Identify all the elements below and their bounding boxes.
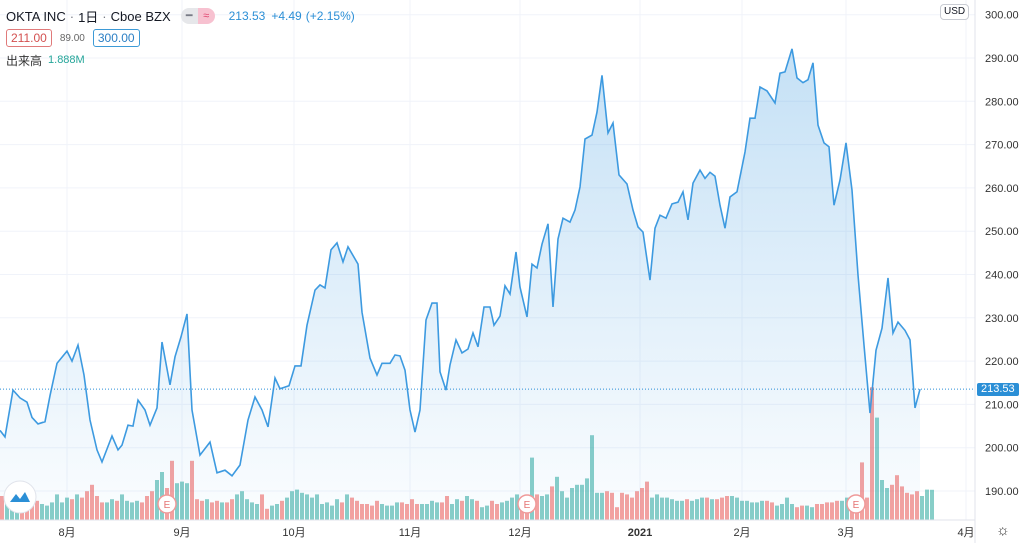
time-axis[interactable]: 8月 9月 10月 11月 12月 2021 2月 3月 4月 — [58, 527, 974, 539]
price-line — [0, 48, 921, 477]
time-tick-label: 9月 — [173, 527, 190, 539]
spread: 89.00 — [59, 32, 85, 44]
volume-bar — [930, 489, 934, 520]
price-tick-label: 190.00 — [985, 486, 1019, 498]
time-tick-label: 3月 — [837, 527, 854, 539]
exchange: Cboe BZX — [110, 8, 171, 24]
legend-toggle[interactable]: ━ ≈ — [180, 8, 215, 24]
earnings-marker[interactable]: E — [157, 494, 177, 514]
volume-bar — [925, 489, 929, 520]
interval[interactable]: 1日 — [78, 9, 99, 25]
price-tick-label: 280.00 — [985, 96, 1019, 108]
time-tick-label: 10月 — [282, 527, 305, 539]
chart-legend: OKTA INC · 1日 · Cboe BZX ━ ≈ 213.53 +4.4… — [6, 5, 355, 71]
time-tick-label: 12月 — [508, 527, 531, 539]
last-price: 213.53 — [228, 9, 266, 23]
earnings-marker[interactable]: E — [517, 494, 537, 514]
time-tick-label: 2021 — [628, 527, 652, 539]
price-tick-label: 250.00 — [985, 226, 1019, 238]
separator: · — [69, 8, 75, 24]
price-change-pct: (+2.15%) — [305, 9, 355, 23]
volume-bar — [920, 496, 924, 520]
price-tick-label: 260.00 — [985, 183, 1019, 195]
time-tick-label: 2月 — [733, 527, 750, 539]
volume-label: 出来高 — [6, 53, 43, 68]
ask-box[interactable]: 300.00 — [92, 29, 140, 47]
earnings-label: E — [524, 500, 531, 511]
price-change: +4.49 — [271, 9, 302, 23]
price-axis[interactable]: 190.00 200.00 210.00 220.00 230.00 240.00 250.… — [985, 10, 1019, 498]
price-tick-label: 290.00 — [985, 53, 1019, 65]
volume-value: 1.888M — [48, 54, 85, 66]
price-area-fill — [0, 48, 920, 521]
earnings-label: E — [853, 500, 860, 511]
symbol-name[interactable]: OKTA INC — [6, 8, 66, 24]
approx-icon[interactable]: ≈ — [197, 8, 215, 24]
price-tick-label: 200.00 — [985, 443, 1019, 455]
separator: · — [102, 8, 107, 24]
minus-icon[interactable]: ━ — [180, 8, 198, 24]
price-tick-label: 270.00 — [985, 140, 1019, 152]
price-tick-label: 240.00 — [985, 270, 1019, 282]
tradingview-logo[interactable] — [3, 480, 37, 514]
settings-gear-icon[interactable]: ☼ — [996, 522, 1010, 539]
time-tick-label: 4月 — [957, 527, 974, 539]
currency-badge[interactable]: USD — [940, 4, 970, 20]
time-tick-label: 8月 — [58, 527, 75, 539]
last-price-tag: 213.53 — [977, 382, 1019, 396]
price-tick-label: 300.00 — [985, 10, 1019, 22]
earnings-label: E — [164, 500, 171, 511]
price-tick-label: 230.00 — [985, 313, 1019, 325]
price-tick-label: 220.00 — [985, 356, 1019, 368]
earnings-marker[interactable]: E — [846, 494, 866, 514]
time-tick-label: 11月 — [399, 527, 421, 539]
bid-box[interactable]: 211.00 — [6, 29, 52, 47]
price-tick-label: 210.00 — [985, 399, 1019, 411]
